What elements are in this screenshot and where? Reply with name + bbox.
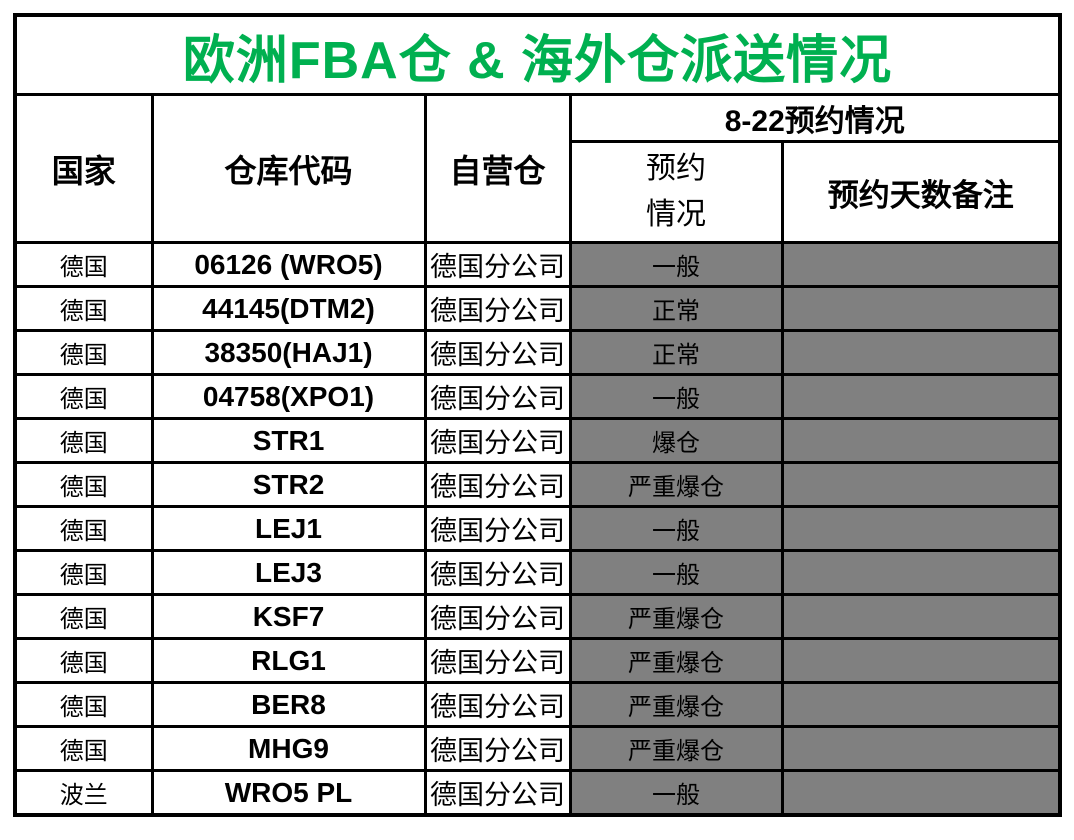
cell-warehouse-code: 44145(DTM2) — [150, 285, 427, 332]
cell-reservation-status: 严重爆仓 — [568, 637, 784, 684]
table-row: 波兰 WRO5 PL 德国分公司 一般 — [13, 769, 1062, 817]
cell-warehouse-code: 06126 (WRO5) — [150, 241, 427, 288]
cell-reservation-note — [780, 593, 1062, 640]
cell-reservation-note — [780, 637, 1062, 684]
table-row: 德国 LEJ1 德国分公司 一般 — [13, 505, 1062, 552]
cell-reservation-status: 严重爆仓 — [568, 681, 784, 728]
cell-country: 德国 — [13, 417, 154, 464]
fba-delivery-status-table: 欧洲FBA仓 & 海外仓派送情况 国家 仓库代码 自营仓 8-22预约情况 预约… — [13, 13, 1063, 817]
title-row: 欧洲FBA仓 & 海外仓派送情况 — [13, 13, 1062, 96]
cell-reservation-note — [780, 725, 1062, 772]
cell-reservation-status: 一般 — [568, 549, 784, 596]
cell-self-warehouse: 德国分公司 — [423, 373, 572, 420]
cell-reservation-status: 严重爆仓 — [568, 461, 784, 508]
header-reservation-group: 8-22预约情况 — [568, 93, 1062, 143]
cell-self-warehouse: 德国分公司 — [423, 505, 572, 552]
cell-country: 波兰 — [13, 769, 154, 817]
header-country: 国家 — [13, 93, 154, 244]
cell-warehouse-code: 04758(XPO1) — [150, 373, 427, 420]
cell-self-warehouse: 德国分公司 — [423, 769, 572, 817]
cell-warehouse-code: 38350(HAJ1) — [150, 329, 427, 376]
header-row-sub: 预约情况 预约天数备注 — [15, 140, 1062, 244]
cell-reservation-note — [780, 417, 1062, 464]
cell-warehouse-code: LEJ3 — [150, 549, 427, 596]
cell-country: 德国 — [13, 725, 154, 772]
table-row: 德国 LEJ3 德国分公司 一般 — [13, 549, 1062, 596]
table-row: 德国 44145(DTM2) 德国分公司 正常 — [13, 285, 1062, 332]
cell-reservation-note — [780, 285, 1062, 332]
table-row: 德国 STR2 德国分公司 严重爆仓 — [13, 461, 1062, 508]
cell-reservation-note — [780, 505, 1062, 552]
cell-reservation-note — [780, 681, 1062, 728]
cell-country: 德国 — [13, 593, 154, 640]
cell-self-warehouse: 德国分公司 — [423, 725, 572, 772]
cell-warehouse-code: BER8 — [150, 681, 427, 728]
cell-self-warehouse: 德国分公司 — [423, 417, 572, 464]
table-row: 德国 38350(HAJ1) 德国分公司 正常 — [13, 329, 1062, 376]
table-row: 德国 06126 (WRO5) 德国分公司 一般 — [13, 241, 1062, 288]
cell-self-warehouse: 德国分公司 — [423, 329, 572, 376]
cell-country: 德国 — [13, 329, 154, 376]
cell-warehouse-code: MHG9 — [150, 725, 427, 772]
cell-reservation-note — [780, 329, 1062, 376]
cell-warehouse-code: RLG1 — [150, 637, 427, 684]
header-self-warehouse: 自营仓 — [423, 93, 572, 244]
cell-country: 德国 — [13, 681, 154, 728]
cell-warehouse-code: WRO5 PL — [150, 769, 427, 817]
cell-reservation-note — [780, 769, 1062, 817]
header-reservation-status-line1: 预约 — [646, 152, 706, 185]
table-row: 德国 BER8 德国分公司 严重爆仓 — [13, 681, 1062, 728]
cell-country: 德国 — [13, 285, 154, 332]
cell-warehouse-code: STR2 — [150, 461, 427, 508]
cell-reservation-status: 正常 — [568, 329, 784, 376]
cell-self-warehouse: 德国分公司 — [423, 461, 572, 508]
table-title: 欧洲FBA仓 & 海外仓派送情况 — [13, 13, 1062, 96]
cell-country: 德国 — [13, 373, 154, 420]
header-row-top: 国家 仓库代码 自营仓 8-22预约情况 — [13, 93, 1062, 244]
table-row: 德国 04758(XPO1) 德国分公司 一般 — [13, 373, 1062, 420]
cell-reservation-note — [780, 373, 1062, 420]
header-reservation-days-note: 预约天数备注 — [780, 140, 1062, 244]
cell-self-warehouse: 德国分公司 — [423, 593, 572, 640]
cell-self-warehouse: 德国分公司 — [423, 637, 572, 684]
table-row: 德国 MHG9 德国分公司 严重爆仓 — [13, 725, 1062, 772]
cell-reservation-note — [780, 549, 1062, 596]
cell-country: 德国 — [13, 461, 154, 508]
cell-country: 德国 — [13, 549, 154, 596]
cell-self-warehouse: 德国分公司 — [423, 681, 572, 728]
cell-country: 德国 — [13, 241, 154, 288]
header-reservation-status-line2: 情况 — [646, 198, 706, 231]
header-reservation-status: 预约 情况 — [568, 140, 784, 244]
header-warehouse-code: 仓库代码 — [150, 93, 427, 244]
cell-reservation-status: 一般 — [568, 241, 784, 288]
cell-country: 德国 — [13, 505, 154, 552]
cell-warehouse-code: STR1 — [150, 417, 427, 464]
cell-warehouse-code: LEJ1 — [150, 505, 427, 552]
cell-warehouse-code: KSF7 — [150, 593, 427, 640]
cell-reservation-status: 正常 — [568, 285, 784, 332]
cell-reservation-status: 一般 — [568, 505, 784, 552]
cell-reservation-status: 严重爆仓 — [568, 725, 784, 772]
cell-reservation-note — [780, 241, 1062, 288]
cell-self-warehouse: 德国分公司 — [423, 241, 572, 288]
cell-reservation-note — [780, 461, 1062, 508]
cell-country: 德国 — [13, 637, 154, 684]
cell-self-warehouse: 德国分公司 — [423, 549, 572, 596]
cell-reservation-status: 严重爆仓 — [568, 593, 784, 640]
cell-reservation-status: 一般 — [568, 373, 784, 420]
cell-reservation-status: 爆仓 — [568, 417, 784, 464]
cell-reservation-status: 一般 — [568, 769, 784, 817]
cell-self-warehouse: 德国分公司 — [423, 285, 572, 332]
table-row: 德国 RLG1 德国分公司 严重爆仓 — [13, 637, 1062, 684]
table-row: 德国 STR1 德国分公司 爆仓 — [13, 417, 1062, 464]
table-row: 德国 KSF7 德国分公司 严重爆仓 — [13, 593, 1062, 640]
